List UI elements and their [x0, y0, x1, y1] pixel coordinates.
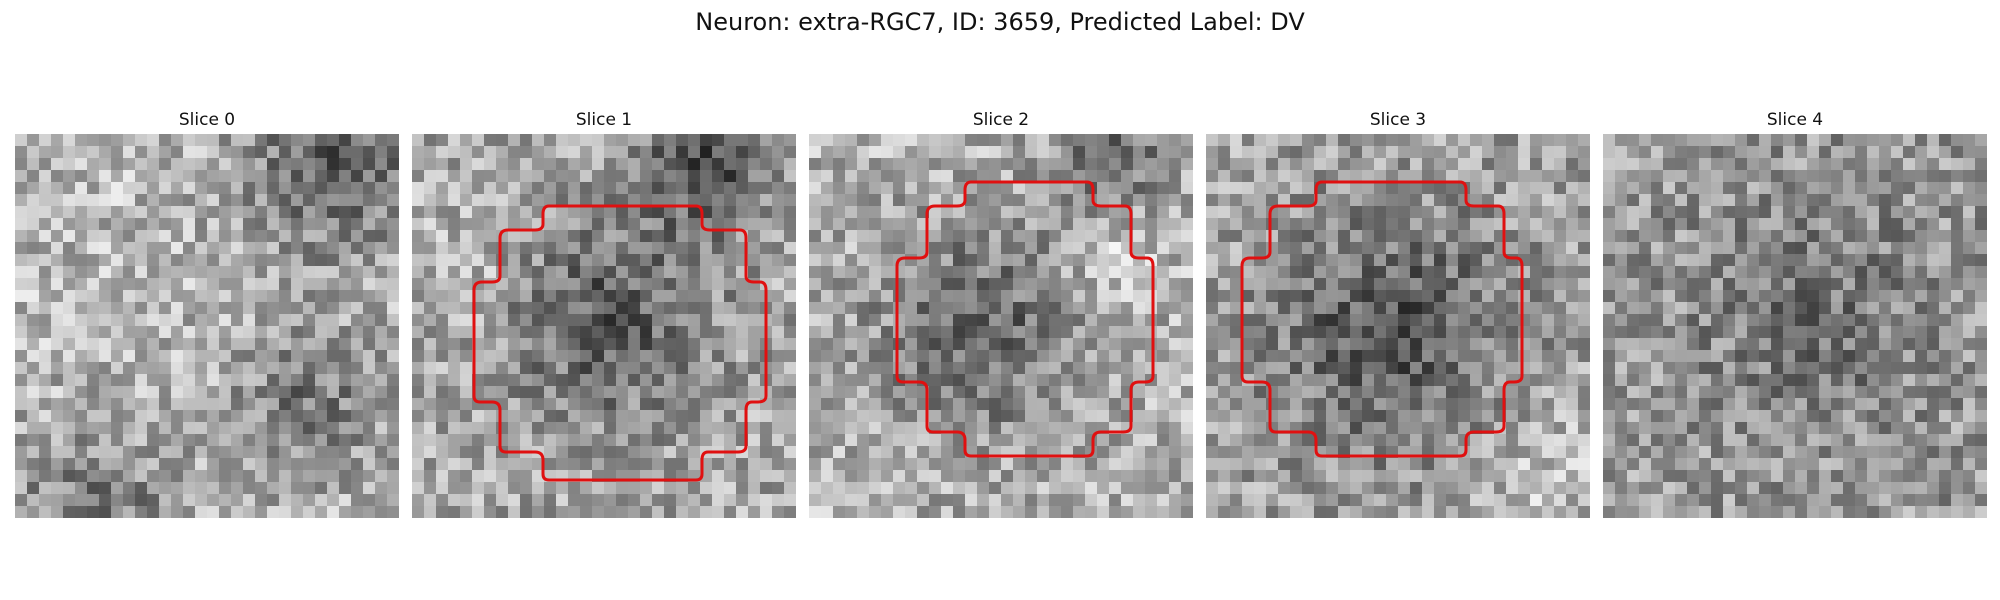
slice-image-4: [1603, 134, 1987, 518]
panel-title-slice-2: Slice 2: [972, 110, 1030, 130]
slice-image-1: [412, 134, 796, 518]
figure-title: Neuron: extra-RGC7, ID: 3659, Predicted …: [695, 8, 1305, 36]
panel-title-slice-1: Slice 1: [575, 110, 633, 130]
panel-title-slice-3: Slice 3: [1369, 110, 1427, 130]
segmentation-contour-slice-2: [895, 180, 1155, 458]
panel-title-slice-0: Slice 0: [178, 110, 236, 130]
segmentation-contour-slice-1: [472, 204, 768, 482]
slice-image-3: [1206, 134, 1590, 518]
slice-image-2: [809, 134, 1193, 518]
slice-image-0: [15, 134, 399, 518]
panel-title-slice-4: Slice 4: [1766, 110, 1824, 130]
segmentation-contour-slice-3: [1240, 180, 1524, 458]
